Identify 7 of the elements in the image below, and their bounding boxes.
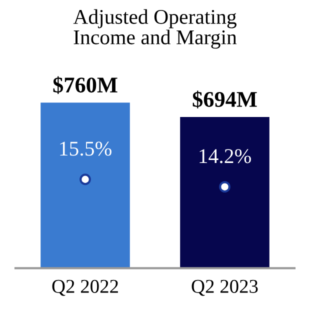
data-label: 14.2% xyxy=(200,149,251,164)
x-tick-label: Q2 2022 xyxy=(52,280,118,296)
data-label: $760M xyxy=(53,76,118,94)
data-label: $694M xyxy=(192,90,257,108)
x-tick-label: Q2 2023 xyxy=(192,280,258,296)
data-label: 15.5% xyxy=(60,142,112,156)
chart-title: Adjusted Operating Income and Margin xyxy=(73,9,237,49)
